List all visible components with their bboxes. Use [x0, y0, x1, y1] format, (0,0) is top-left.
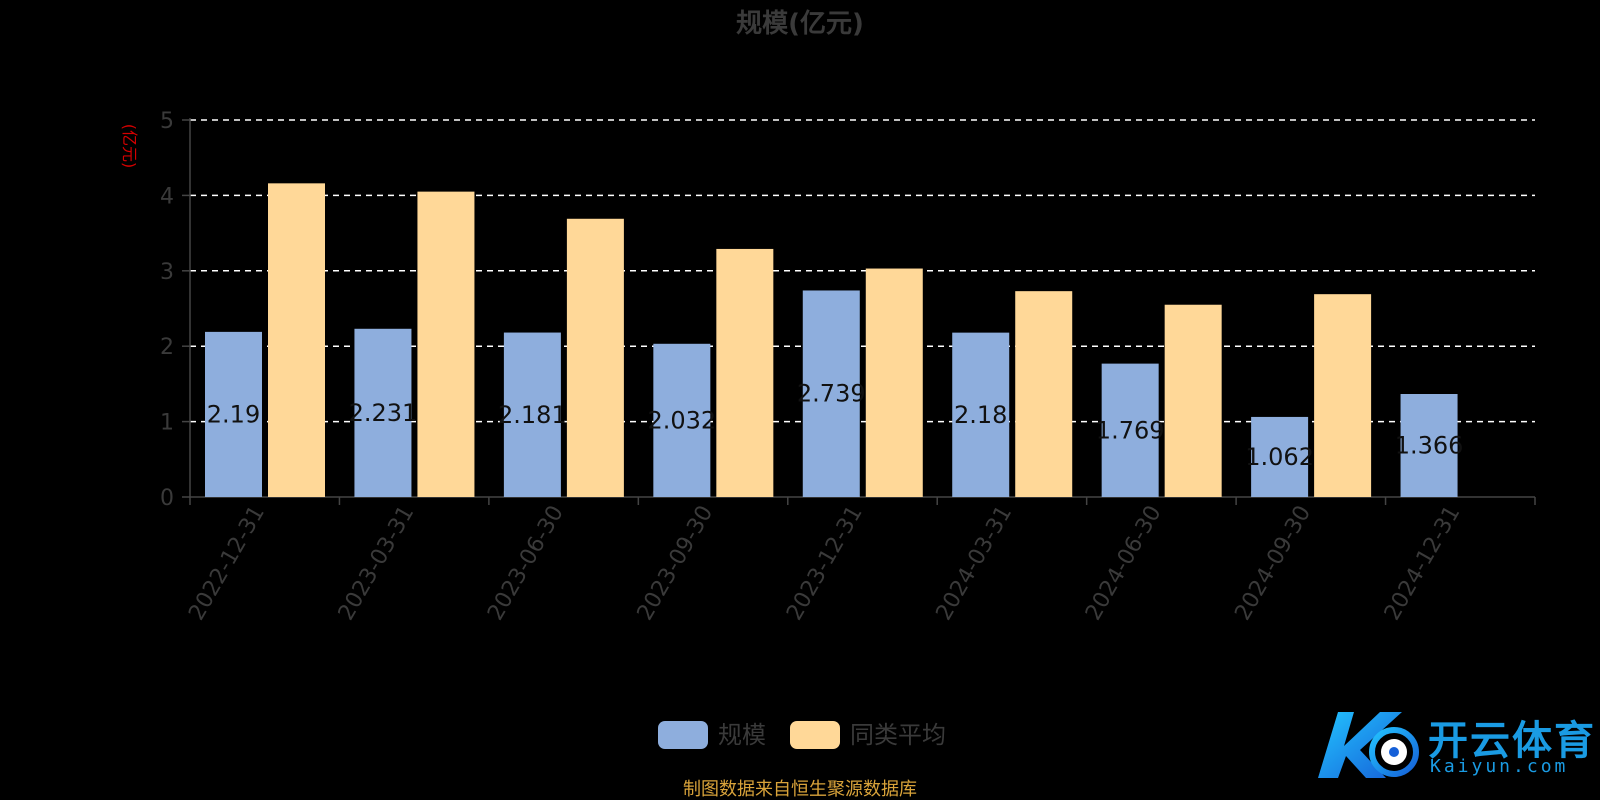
y-tick-label: 2 [160, 335, 174, 360]
bar-peer-avg [865, 268, 923, 497]
bar-scale [653, 343, 711, 497]
bar-scale [205, 331, 262, 497]
legend-label: 规模 [718, 721, 766, 749]
watermark-subtext: Kaiyun.com [1430, 756, 1569, 777]
legend-swatch [790, 721, 840, 749]
bar-data-label: 1.769 [1096, 416, 1165, 444]
y-axis-label: (亿元) [120, 124, 139, 169]
bar-data-label: 2.739 [797, 380, 866, 408]
x-tick-label: 2024-09-30 [1230, 502, 1316, 625]
bar-data-label: 2.18 [954, 401, 1007, 429]
bar-data-label: 2.181 [498, 401, 567, 429]
bar-scale [503, 332, 561, 497]
source-note: 制图数据来自恒生聚源数据库 [683, 779, 917, 800]
bar-data-label: 1.062 [1245, 443, 1314, 471]
y-tick-label: 4 [160, 184, 174, 209]
kaiyun-logo [1318, 712, 1419, 778]
bar-peer-avg [268, 183, 325, 497]
x-tick-label: 2023-06-30 [483, 502, 569, 625]
legend-label: 同类平均 [850, 721, 946, 749]
chart-title: 规模(亿元) [736, 9, 864, 39]
bar-data-label: 1.366 [1395, 432, 1464, 460]
bar-peer-avg [417, 191, 475, 497]
bar-scale [952, 332, 1010, 497]
bar-data-label: 2.032 [647, 406, 716, 434]
bar-peer-avg [566, 218, 624, 498]
bar-data-label: 2.231 [349, 399, 418, 427]
x-tick-label: 2024-12-31 [1380, 502, 1466, 625]
y-tick-label: 3 [160, 260, 174, 285]
legend-swatch [658, 721, 708, 749]
bar-peer-avg [1164, 304, 1222, 497]
bar-peer-avg [1314, 294, 1372, 497]
x-tick-label: 2024-06-30 [1081, 502, 1167, 625]
bar-scale [1251, 416, 1309, 497]
y-tick-label: 5 [160, 109, 174, 134]
watermark-text: 开云体育 [1428, 718, 1596, 764]
bar-peer-avg [1015, 291, 1073, 497]
x-tick-label: 2023-09-30 [633, 502, 719, 625]
x-tick-label: 2022-12-31 [184, 502, 270, 625]
y-tick-label: 1 [160, 411, 174, 436]
bar-scale [354, 328, 412, 497]
bar-data-label: 2.19 [207, 400, 260, 428]
bar-scale [1101, 363, 1159, 497]
x-tick-label: 2023-03-31 [334, 502, 420, 625]
x-tick-label: 2023-12-31 [782, 502, 868, 625]
x-tick-label: 2024-03-31 [932, 502, 1018, 625]
y-tick-label: 0 [160, 486, 174, 511]
bar-scale [802, 290, 860, 497]
bar-scale [1400, 394, 1458, 497]
bar-peer-avg [716, 248, 774, 497]
